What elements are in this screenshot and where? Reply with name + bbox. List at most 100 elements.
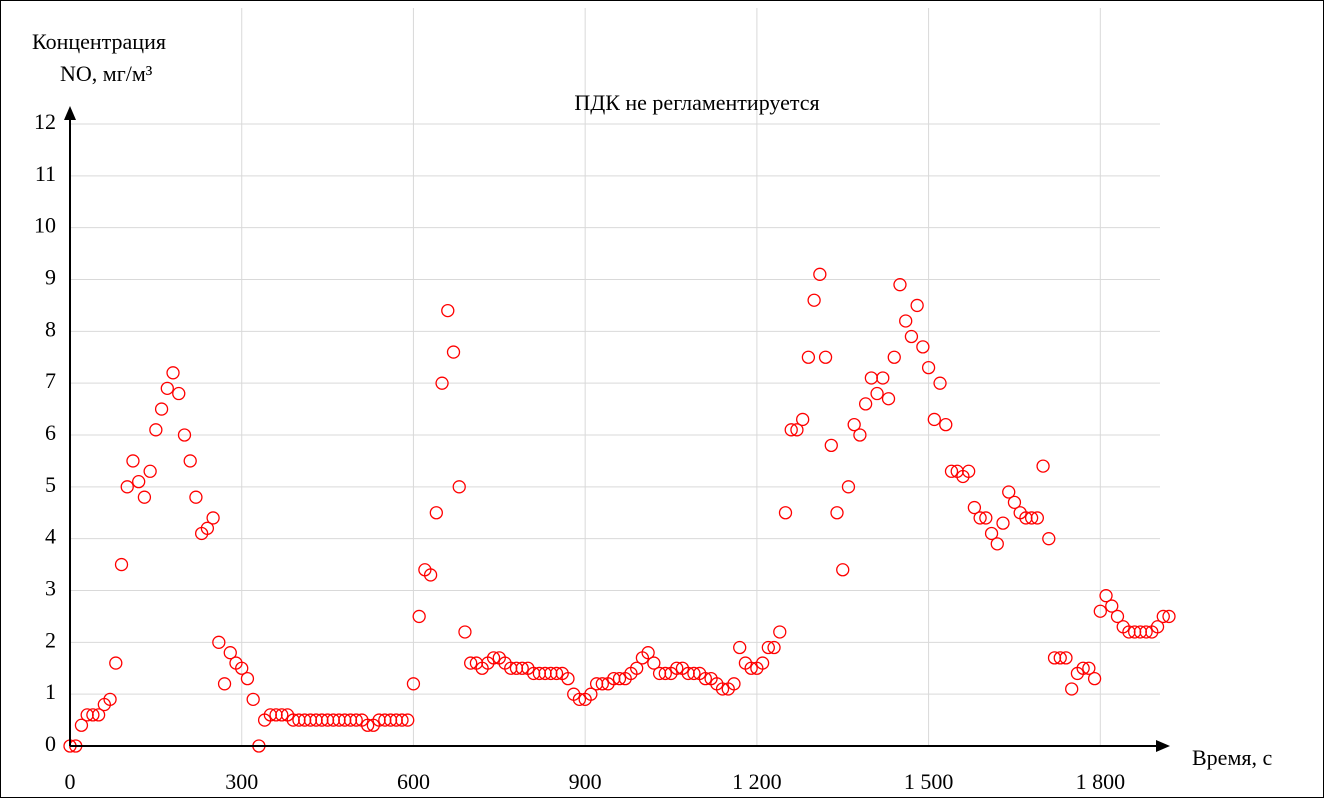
data-point — [630, 661, 644, 675]
data-point — [458, 625, 472, 639]
data-point — [887, 350, 901, 364]
data-point — [796, 412, 810, 427]
data-point — [979, 511, 993, 525]
data-point — [109, 656, 123, 670]
data-point — [767, 640, 781, 655]
data-point — [790, 423, 804, 437]
data-point — [1065, 682, 1079, 696]
data-point — [172, 386, 186, 401]
y-tick-label: 0 — [45, 731, 56, 756]
y-tick-label: 4 — [45, 524, 56, 549]
data-point — [904, 329, 919, 344]
y-tick-label: 1 — [45, 679, 56, 704]
data-point — [881, 392, 896, 406]
data-point — [154, 402, 169, 416]
data-point — [755, 656, 770, 670]
data-point — [1156, 609, 1170, 624]
data-point — [441, 303, 455, 318]
data-point — [360, 718, 375, 732]
y-tick-label: 7 — [45, 368, 56, 393]
data-point — [126, 454, 140, 468]
x-tick-label: 300 — [225, 769, 258, 794]
data-point — [916, 340, 930, 354]
data-point — [1082, 661, 1096, 675]
y-tick-label: 11 — [35, 161, 56, 186]
data-point — [206, 511, 220, 525]
data-point — [183, 454, 197, 468]
x-tick-label: 1 200 — [732, 769, 782, 794]
data-point — [836, 563, 850, 577]
data-point — [939, 417, 953, 432]
data-point — [149, 423, 163, 437]
y-tick-label: 2 — [45, 627, 56, 652]
data-point — [200, 521, 215, 535]
data-point — [784, 423, 798, 437]
data-point — [177, 428, 192, 442]
data-point — [572, 692, 587, 706]
data-point — [1036, 459, 1050, 473]
data-point — [584, 687, 598, 701]
data-point — [858, 397, 873, 411]
data-point — [715, 682, 730, 696]
data-point — [944, 464, 959, 478]
data-point — [658, 666, 672, 681]
data-point — [349, 713, 363, 727]
data-point — [727, 677, 741, 691]
y-tick-label: 5 — [45, 472, 56, 497]
annotation: ПДК не регламентируется — [574, 90, 819, 115]
data-point — [143, 464, 157, 478]
data-point — [114, 557, 129, 572]
data-point — [876, 371, 890, 385]
y-tick-label: 6 — [45, 420, 56, 445]
data-point — [1059, 651, 1073, 665]
data-point — [990, 537, 1004, 551]
data-point — [91, 708, 106, 722]
data-point — [773, 625, 787, 639]
data-point — [212, 635, 226, 649]
data-point — [698, 671, 713, 686]
data-point — [120, 480, 134, 494]
x-tick-label: 1 800 — [1076, 769, 1126, 794]
data-point — [1024, 511, 1039, 525]
data-point — [687, 666, 701, 681]
x-tick-label: 600 — [397, 769, 430, 794]
data-point — [647, 656, 661, 670]
data-point — [824, 438, 838, 453]
grid — [70, 8, 1160, 746]
data-point — [452, 480, 466, 494]
data-point — [486, 651, 501, 665]
data-point — [1162, 609, 1176, 624]
data-point — [967, 500, 982, 515]
x-tick-label: 900 — [569, 769, 602, 794]
data-point — [933, 376, 947, 390]
data-point — [549, 666, 564, 681]
data-point — [670, 661, 684, 675]
data-point — [189, 490, 203, 504]
data-point — [910, 298, 924, 313]
data-point — [1007, 495, 1022, 510]
data-point — [240, 671, 255, 686]
data-point — [962, 464, 976, 478]
data-point — [406, 677, 421, 691]
data-point — [1053, 651, 1067, 665]
data-point — [830, 506, 844, 520]
data-point — [1105, 599, 1119, 613]
data-point — [996, 516, 1010, 530]
data-point — [246, 692, 260, 706]
data-point — [1002, 485, 1016, 499]
x-axis-label: Время, с — [1192, 745, 1272, 770]
data-point — [973, 511, 987, 525]
data-point — [1076, 661, 1090, 675]
data-point — [813, 267, 827, 281]
y-tick-label: 9 — [45, 265, 56, 290]
data-point — [74, 718, 89, 732]
data-point — [612, 671, 627, 686]
data-point — [423, 568, 438, 582]
data-point — [1087, 671, 1102, 686]
data-point — [870, 386, 884, 401]
data-point — [984, 526, 999, 541]
data-point — [275, 708, 289, 722]
data-point — [841, 480, 856, 494]
data-point — [1150, 620, 1165, 634]
